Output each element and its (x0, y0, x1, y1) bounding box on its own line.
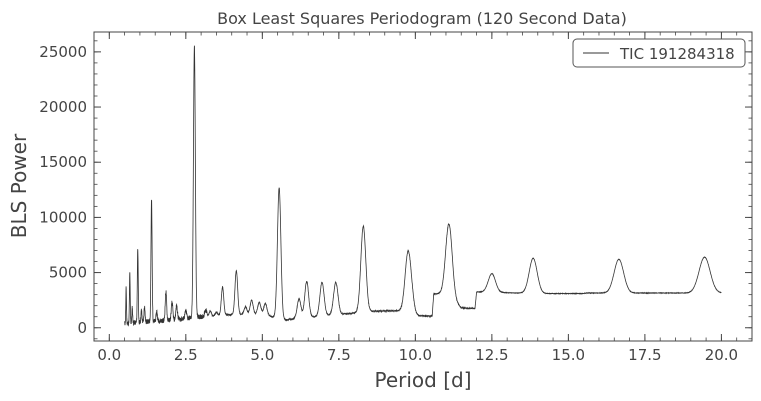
x-tick-label: 17.5 (628, 346, 661, 364)
x-tick-label: 10.0 (399, 346, 432, 364)
y-tick-label: 0 (77, 319, 87, 337)
y-tick-label: 15000 (39, 153, 87, 171)
x-axis: 0.0 2.5 5.0 7.5 10.0 12.5 15.0 17.5 20.0 (93, 32, 753, 364)
chart-title: Box Least Squares Periodogram (120 Secon… (217, 9, 627, 28)
x-tick-label: 2.5 (174, 346, 198, 364)
x-tick-label: 20.0 (705, 346, 738, 364)
legend-label: TIC 191284318 (619, 45, 735, 63)
x-tick-label: 7.5 (327, 346, 351, 364)
y-tick-label: 20000 (39, 98, 87, 116)
y-tick-label: 25000 (39, 43, 87, 61)
x-tick-label: 5.0 (250, 346, 274, 364)
x-tick-label: 0.0 (97, 346, 121, 364)
x-tick-label: 12.5 (475, 346, 508, 364)
series-line-tic-191284318 (124, 45, 722, 327)
y-tick-label: 5000 (49, 264, 87, 282)
y-axis-label: BLS Power (7, 133, 31, 238)
y-axis: 0 5000 10000 15000 20000 25000 (39, 40, 752, 340)
legend: TIC 191284318 (572, 38, 746, 68)
y-tick-label: 10000 (39, 208, 87, 226)
x-axis-label: Period [d] (374, 368, 471, 392)
legend-frame (572, 38, 746, 68)
plot-area (124, 45, 722, 327)
x-tick-label: 15.0 (552, 346, 585, 364)
plot-frame (93, 31, 753, 342)
